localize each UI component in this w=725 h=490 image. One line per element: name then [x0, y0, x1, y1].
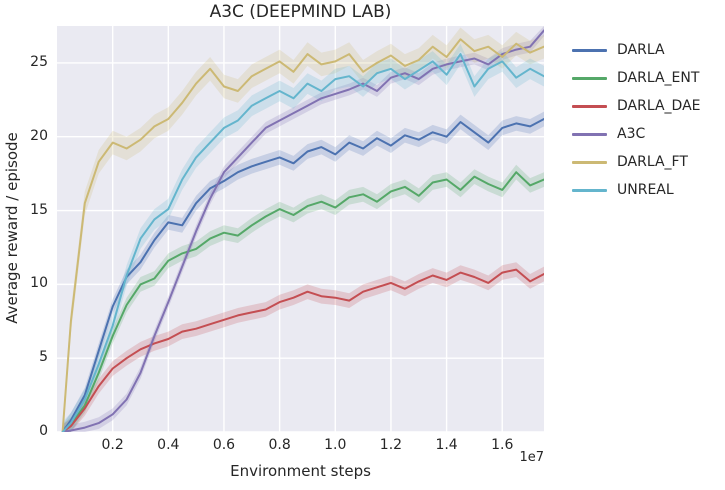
y-tick-label: 25 [30, 53, 48, 70]
legend-label-darla-ft: DARLA_FT [617, 154, 688, 170]
legend-swatch-darla [572, 48, 607, 52]
y-axis-label: Average reward / episode [3, 132, 21, 324]
series-line-darla_ft [61, 38, 544, 432]
y-tick-label: 0 [39, 423, 48, 439]
plot-background [57, 26, 544, 432]
chart-title: A3C (DEEPMIND LAB) [209, 2, 392, 22]
legend-item-darla-ent: DARLA_ENT [572, 64, 701, 92]
series-band-darla_dae [62, 262, 544, 432]
x-tick-label: 0.2 [101, 437, 124, 453]
legend-item-darla-ft: DARLA_FT [572, 148, 701, 176]
legend-item-darla-dae: DARLA_DAE [572, 92, 701, 120]
plot-svg [57, 26, 544, 432]
legend-swatch-darla-ent [572, 76, 607, 80]
legend-label-a3c: A3C [617, 126, 646, 142]
x-tick-label: 0.8 [268, 437, 291, 453]
legend-label-darla-dae: DARLA_DAE [617, 98, 701, 114]
y-tick-label: 15 [30, 201, 48, 218]
legend-swatch-darla-dae [572, 104, 607, 108]
y-tick-label: 20 [30, 127, 48, 144]
series-band-darla_ent [62, 164, 544, 432]
legend-item-unreal: UNREAL [572, 176, 701, 204]
x-tick-label: 0.4 [157, 437, 180, 453]
legend-item-a3c: A3C [572, 120, 701, 148]
series-line-darla_ent [61, 171, 544, 432]
legend-label-darla-ent: DARLA_ENT [617, 70, 700, 86]
legend-label-darla: DARLA [617, 42, 665, 58]
legend-swatch-a3c [572, 132, 607, 136]
y-tick-label: 10 [30, 275, 48, 292]
series-line-darla [61, 118, 544, 432]
legend-label-unreal: UNREAL [617, 182, 674, 198]
series-line-unreal [61, 53, 544, 432]
legend: DARLA DARLA_ENT DARLA_DAE A3C DARLA_FT U… [572, 36, 701, 204]
plot-area [57, 26, 544, 432]
y-tick-label: 5 [39, 349, 48, 366]
x-tick-label: 1.0 [324, 437, 347, 453]
x-axis-offset-label: 1e7 [519, 450, 544, 465]
legend-swatch-darla-ft [572, 160, 607, 164]
x-tick-label: 1.2 [379, 437, 403, 453]
x-tick-label: 0.6 [212, 437, 236, 453]
x-tick-label: 1.6 [491, 437, 514, 453]
series-line-darla_dae [61, 268, 544, 432]
x-axis-label: Environment steps [230, 462, 371, 480]
legend-item-darla: DARLA [572, 36, 701, 64]
legend-swatch-unreal [572, 188, 607, 192]
x-tick-label: 1.4 [435, 437, 458, 453]
